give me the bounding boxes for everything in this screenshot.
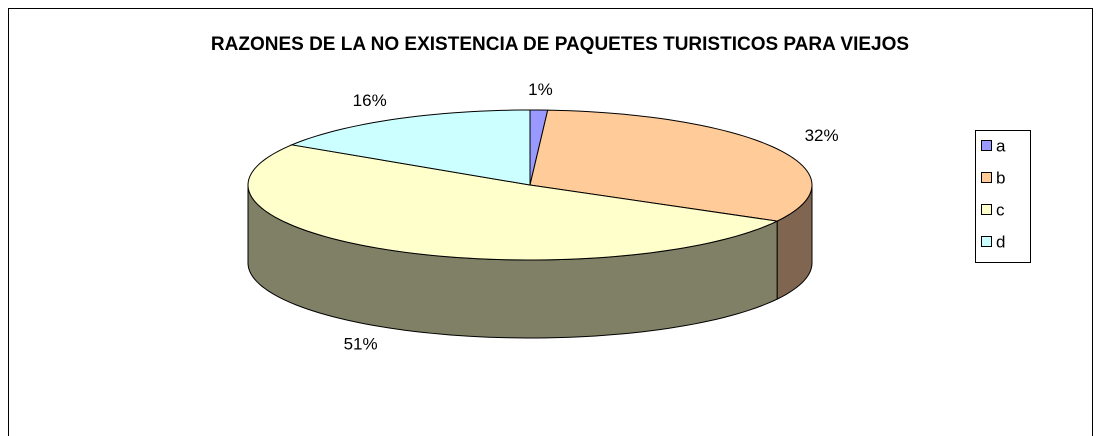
legend-swatch bbox=[981, 140, 992, 151]
legend-swatch bbox=[981, 236, 992, 247]
data-label: 16% bbox=[353, 91, 387, 110]
pie-slice bbox=[290, 109, 531, 186]
legend-label: d bbox=[996, 232, 1005, 251]
chart-title: RAZONES DE LA NO EXISTENCIA DE PAQUETES … bbox=[210, 34, 910, 55]
legend-label: b bbox=[996, 168, 1005, 187]
data-label: 32% bbox=[805, 126, 839, 145]
legend-label: c bbox=[996, 200, 1005, 219]
legend-label: a bbox=[996, 136, 1006, 155]
legend-swatch bbox=[981, 204, 992, 215]
data-label: 51% bbox=[344, 335, 378, 354]
legend-swatch bbox=[981, 172, 992, 183]
data-label: 1% bbox=[528, 80, 553, 99]
pie-slice bbox=[247, 144, 779, 261]
pie-slice bbox=[529, 109, 813, 222]
